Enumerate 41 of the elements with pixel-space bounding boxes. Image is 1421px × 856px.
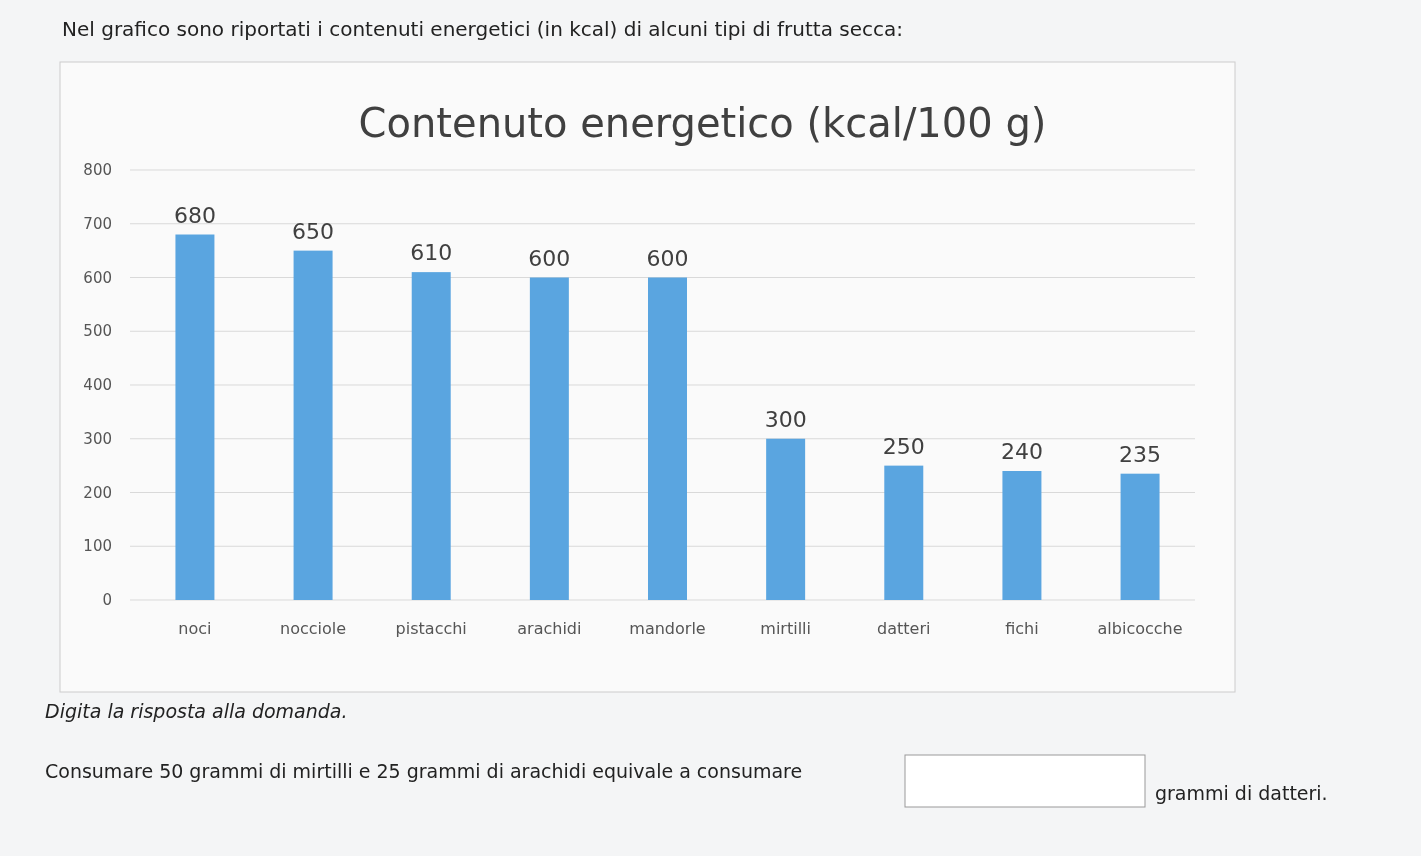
text: Digita la risposta alla domanda. xyxy=(45,700,348,722)
y-tick-label: 500 xyxy=(83,322,112,341)
data-label: 300 xyxy=(764,406,807,432)
y-tick-label: 200 xyxy=(83,483,112,502)
x-tick-label: noci xyxy=(178,619,212,638)
y-tick-label: 300 xyxy=(83,429,112,448)
bar xyxy=(175,234,215,600)
bar xyxy=(884,465,924,600)
data-label: 600 xyxy=(528,245,571,271)
data-label: 250 xyxy=(882,433,925,459)
data-label: 240 xyxy=(1000,439,1043,464)
bar xyxy=(648,277,687,600)
bar xyxy=(411,272,451,600)
data-label: 680 xyxy=(173,202,216,228)
bar xyxy=(1120,473,1160,600)
chart-title: Contenuto energetico (kcal/100 g) xyxy=(358,100,1047,146)
x-tick-label: mandorle xyxy=(629,619,706,638)
data-label: 600 xyxy=(646,245,689,271)
x-tick-label: fichi xyxy=(1005,619,1039,638)
text: grammi di datteri. xyxy=(1155,782,1328,804)
x-tick-label: pistacchi xyxy=(395,619,467,638)
y-tick-label: 400 xyxy=(83,376,112,394)
bar xyxy=(293,250,333,600)
data-label: 610 xyxy=(410,240,453,266)
x-tick-label: arachidi xyxy=(517,619,582,638)
bar xyxy=(766,438,806,600)
bar xyxy=(1002,471,1042,600)
y-tick-label: 0 xyxy=(102,591,112,609)
data-label: 650 xyxy=(292,218,335,244)
x-tick-label: datteri xyxy=(877,619,931,638)
y-tick-label: 800 xyxy=(83,161,112,179)
x-tick-label: nocciole xyxy=(280,619,347,638)
bar xyxy=(529,277,569,600)
y-tick-label: 600 xyxy=(83,268,112,287)
data-label: 235 xyxy=(1119,441,1162,467)
y-tick-label: 100 xyxy=(83,537,112,556)
x-tick-label: albicocche xyxy=(1097,619,1183,638)
x-tick-label: mirtilli xyxy=(760,619,811,638)
text: Nel grafico sono riportati i contenuti energetici (in kcal) di alcuni tipi di frutta secca: xyxy=(62,17,903,41)
y-tick-label: 700 xyxy=(83,214,112,233)
text: Consumare 50 grammi di mirtilli e 25 grammi di arachidi equivale a consumare xyxy=(45,760,803,782)
